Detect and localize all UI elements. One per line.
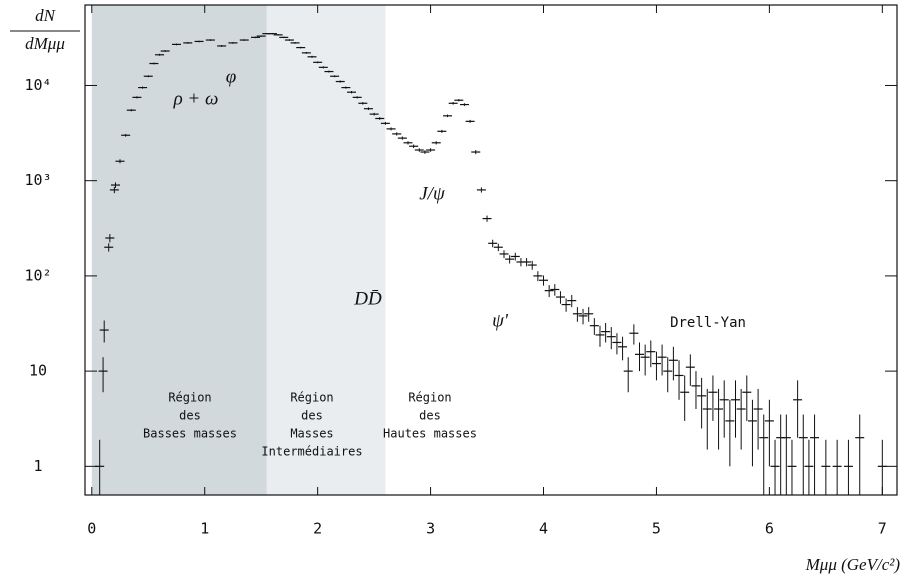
annotation: ρ + ω bbox=[173, 88, 219, 109]
region-label: Intermédiaires bbox=[261, 445, 362, 459]
annotation: φ bbox=[226, 66, 237, 87]
region-label: Région bbox=[290, 391, 333, 405]
region-label: Hautes masses bbox=[383, 427, 477, 441]
x-tick-label: 1 bbox=[200, 520, 209, 538]
y-tick-label: 10² bbox=[24, 266, 51, 284]
y-axis-label-numerator: dN bbox=[35, 6, 57, 25]
region-label: Région bbox=[168, 391, 211, 405]
region-label: des bbox=[301, 409, 323, 423]
region-label: des bbox=[419, 409, 441, 423]
y-tick-label: 10 bbox=[29, 362, 47, 380]
x-tick-label: 2 bbox=[313, 520, 322, 538]
plot-frame bbox=[84, 4, 898, 496]
annotation: ψ' bbox=[492, 310, 509, 331]
region-label: Masses bbox=[290, 427, 333, 441]
region-band bbox=[91, 5, 267, 495]
annotation: Drell-Yan bbox=[670, 315, 746, 331]
data-points bbox=[95, 32, 887, 495]
x-tick-label: 6 bbox=[765, 520, 774, 538]
x-tick-label: 5 bbox=[652, 520, 661, 538]
x-tick-label: 4 bbox=[539, 520, 548, 538]
x-axis-label: Mμμ (GeV/c²) bbox=[805, 555, 901, 574]
region-label: des bbox=[179, 409, 201, 423]
region-band bbox=[266, 5, 386, 495]
region-label: Région bbox=[408, 391, 451, 405]
regions bbox=[91, 5, 386, 495]
annotation: DD̄ bbox=[353, 288, 382, 309]
y-tick-label: 10⁴ bbox=[24, 76, 51, 94]
x-tick-label: 7 bbox=[878, 520, 887, 538]
y-axis-label-denominator: dMμμ bbox=[25, 34, 65, 53]
region-label: Basses masses bbox=[143, 427, 237, 441]
x-tick-label: 3 bbox=[426, 520, 435, 538]
x-tick-label: 0 bbox=[87, 520, 96, 538]
annotation: J/ψ bbox=[419, 183, 446, 204]
y-tick-label: 10³ bbox=[24, 171, 51, 189]
y-tick-label: 1 bbox=[33, 457, 42, 475]
